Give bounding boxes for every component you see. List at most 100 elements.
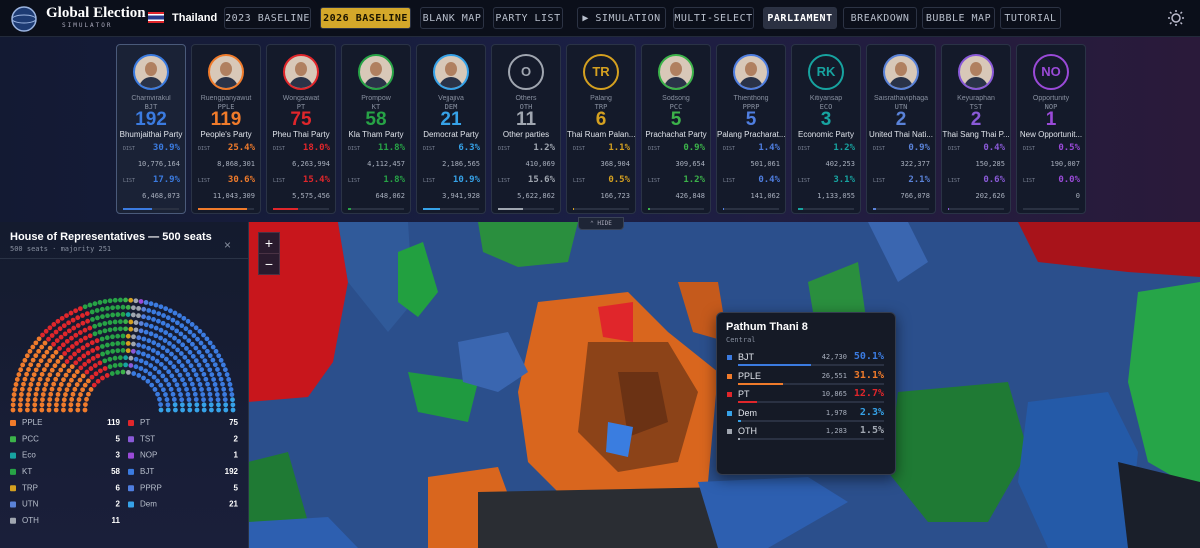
party-card[interactable]: Sodsong PCC 5 Prachachat Party DIST 0.9% 309,6… (641, 44, 711, 214)
votes: 2,186,565 (442, 160, 480, 168)
party-card[interactable]: NO Opportunity NOP 1 New Opportunit... DIST 0.… (1016, 44, 1086, 214)
seat (58, 382, 64, 387)
party-card[interactable]: Thienthong PPRP 5 Palang Pracharat... DIST 1.… (716, 44, 786, 214)
pct: 1.2% (533, 143, 555, 153)
seat (11, 392, 17, 397)
seat (143, 368, 149, 374)
seat (169, 373, 175, 379)
seat (165, 407, 171, 413)
party-card[interactable]: TR Palang TRP 6 Thai Ruam Palan... DIST 1.1% 36… (566, 44, 636, 214)
map[interactable] (248, 222, 1200, 548)
seat (63, 372, 69, 378)
party-card[interactable]: Keyuraphan TST 2 Thai Sang Thai P... DIST 0.4… (941, 44, 1011, 214)
party-card[interactable]: RK Kitiyansap ECO 3 Economic Party DIST 1.2% 40… (791, 44, 861, 214)
seat (19, 386, 25, 392)
seat (171, 397, 177, 402)
seat (230, 397, 235, 403)
seat (128, 326, 134, 332)
seat (197, 382, 203, 387)
pct: 1.8% (383, 175, 405, 185)
seat (109, 371, 115, 376)
row-label: DIST (573, 146, 586, 152)
nav-button[interactable]: BUBBLE MAP (922, 7, 995, 29)
seat (58, 367, 64, 373)
nav-button[interactable]: MULTI-SELECT (673, 7, 754, 29)
seat (148, 323, 154, 329)
settings-button[interactable] (1166, 8, 1186, 28)
seat (155, 378, 161, 384)
seat (213, 387, 219, 392)
tip-party: PPLE (738, 370, 762, 381)
seat (193, 397, 199, 402)
seat (78, 392, 83, 397)
nav-button[interactable]: PARTY LIST (493, 7, 563, 29)
seat (123, 355, 129, 361)
seat (49, 333, 55, 338)
seat (151, 309, 157, 315)
nav-button[interactable]: 2026 BASELINE (320, 7, 411, 29)
seat (160, 373, 166, 379)
close-button[interactable]: × (224, 238, 232, 252)
seat (125, 341, 131, 346)
country[interactable]: Thailand (172, 12, 218, 24)
nav-button[interactable]: BREAKDOWN (843, 7, 917, 29)
seat (205, 362, 210, 368)
seat (82, 304, 88, 310)
party-card[interactable]: Prompow KT 58 Kla Tham Party DIST 11.8% 4,112,… (341, 44, 411, 214)
seat (216, 407, 222, 413)
hide-tab[interactable]: ⌃ HIDE (578, 217, 624, 230)
row-label: LIST (273, 178, 286, 184)
party-card[interactable]: O Others OTH 11 Other parties DIST 1.2% 410,069… (491, 44, 561, 214)
pct: 0.4% (983, 143, 1005, 153)
hide-label[interactable]: HIDE (597, 220, 612, 227)
legend-name: BJT (140, 467, 154, 476)
seat (133, 298, 139, 304)
votes: 4,112,457 (367, 160, 405, 168)
seat (191, 333, 197, 338)
seat (69, 335, 74, 341)
seat (174, 382, 180, 388)
party-abbr: PCC (669, 103, 683, 111)
nav-button[interactable]: BLANK MAP (420, 7, 484, 29)
seat (123, 362, 129, 368)
seat (158, 335, 163, 341)
tip-bar (738, 382, 784, 385)
seat (222, 397, 228, 402)
avatar: TR (583, 54, 619, 90)
seat (66, 382, 72, 388)
bar (873, 208, 877, 210)
legend-swatch (10, 485, 16, 492)
party-card[interactable]: Vejjajiva DEM 21 Democrat Party DIST 6.3% 2,18… (416, 44, 486, 214)
party-name: Democrat Party (423, 130, 479, 139)
seat (226, 377, 232, 382)
nav-button[interactable]: TUTORIAL (1000, 7, 1061, 29)
seat (203, 376, 209, 382)
seat (196, 362, 202, 368)
seat (185, 318, 191, 324)
avatar-head (145, 62, 157, 76)
seat (70, 317, 76, 323)
seat (141, 336, 147, 342)
bar-track (798, 208, 854, 210)
nav-button[interactable]: ▶ SIMULATION (577, 7, 666, 29)
nav-button[interactable]: PARLIAMENT (763, 7, 837, 29)
pct: 30.9% (152, 143, 180, 153)
seat (212, 382, 218, 387)
nav-button[interactable]: 2023 BASELINE (224, 7, 311, 29)
zoom-out[interactable]: − (258, 253, 280, 275)
party-card[interactable]: Charnvirakul BJT 192 Bhumjaithai Party DIST 3… (116, 44, 186, 214)
seat (82, 402, 88, 407)
seat (36, 348, 42, 354)
seat (191, 386, 197, 392)
zoom-in[interactable]: + (258, 232, 280, 254)
legend-seats: 21 (229, 500, 238, 509)
party-card[interactable]: Ruengpanyawut PPLE 119 People's Party DIST 25… (191, 44, 261, 214)
seat (33, 391, 39, 397)
votes: 648,062 (375, 192, 405, 200)
seat (165, 323, 171, 328)
seat (53, 376, 59, 382)
seat (176, 359, 182, 364)
seat (158, 304, 164, 310)
party-card[interactable]: Saisrathaviphaga UTN 2 United Thai Nati... D… (866, 44, 936, 214)
party-card[interactable]: Wongsawat PT 75 Pheu Thai Party DIST 18.0% 6,2… (266, 44, 336, 214)
